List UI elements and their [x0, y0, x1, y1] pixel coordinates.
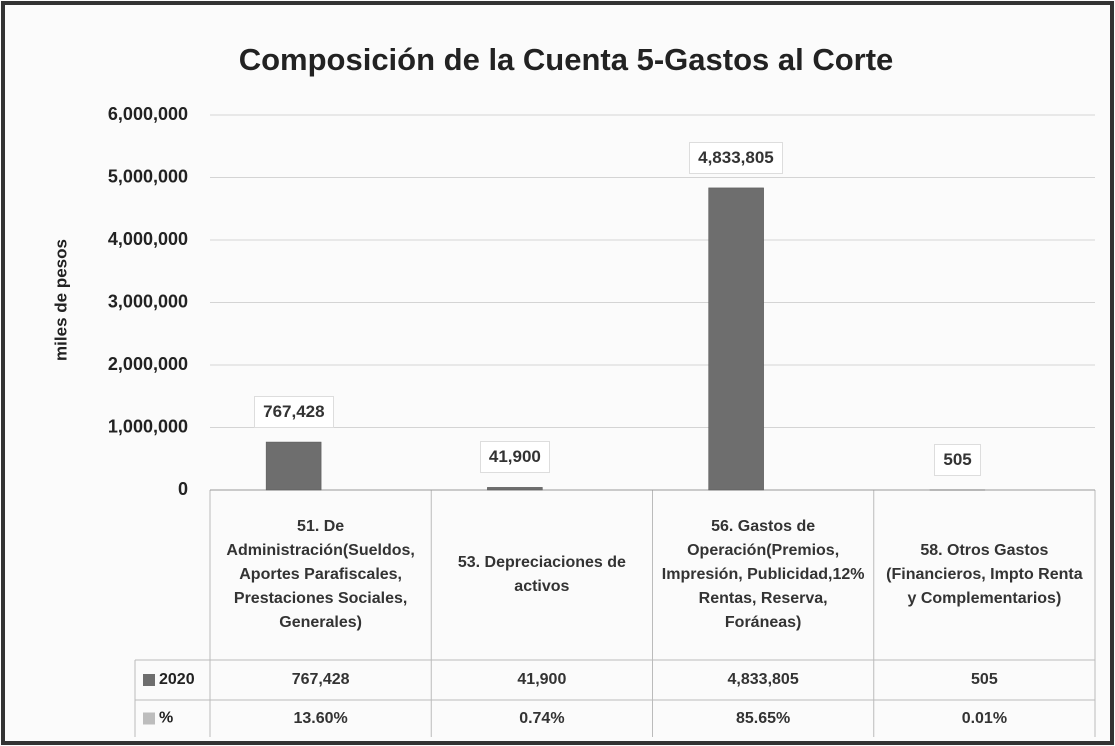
y-tick-label: 3,000,000 [108, 291, 188, 311]
y-axis-label: miles de pesos [51, 239, 70, 361]
legend-label: 2020 [159, 671, 195, 688]
category-label: 51. De Administración(Sueldos, Aportes P… [226, 518, 415, 631]
y-tick-label: 6,000,000 [108, 104, 188, 124]
bar [265, 441, 322, 491]
y-tick-label: 5,000,000 [108, 166, 188, 186]
table-value: 85.65% [735, 709, 791, 727]
category-label: 53. Depreciaciones de activos [457, 554, 626, 595]
table-value: 0.74% [519, 709, 565, 727]
table-value: 4,833,805 [727, 671, 799, 688]
legend-key [143, 674, 155, 686]
bar [487, 487, 543, 491]
y-tick-label: 4,000,000 [108, 229, 188, 249]
y-tick-label: 0 [178, 479, 188, 499]
table-value: 767,428 [291, 671, 350, 688]
legend-label: % [159, 710, 173, 727]
data-label: 505 [934, 443, 981, 476]
bar [708, 187, 764, 491]
table-value: 505 [971, 671, 998, 688]
y-tick-label: 2,000,000 [108, 354, 188, 374]
table-value: 0.01% [961, 709, 1008, 727]
table-value: 13.60% [293, 709, 348, 727]
chart-title: Composición de la Cuenta 5-Gastos al Cor… [239, 42, 894, 77]
legend-key [143, 712, 155, 725]
category-label: 56. Gastos de Operación(Premios, Impresi… [661, 518, 865, 631]
y-tick-label: 1,000,000 [108, 416, 188, 436]
table-value: 41,900 [517, 671, 567, 688]
category-label: 58. Otros Gastos (Financieros, Impto Ren… [886, 542, 1083, 607]
data-label: 4,833,805 [689, 141, 783, 174]
data-label: 41,900 [479, 441, 550, 474]
data-label: 767,428 [254, 396, 334, 429]
